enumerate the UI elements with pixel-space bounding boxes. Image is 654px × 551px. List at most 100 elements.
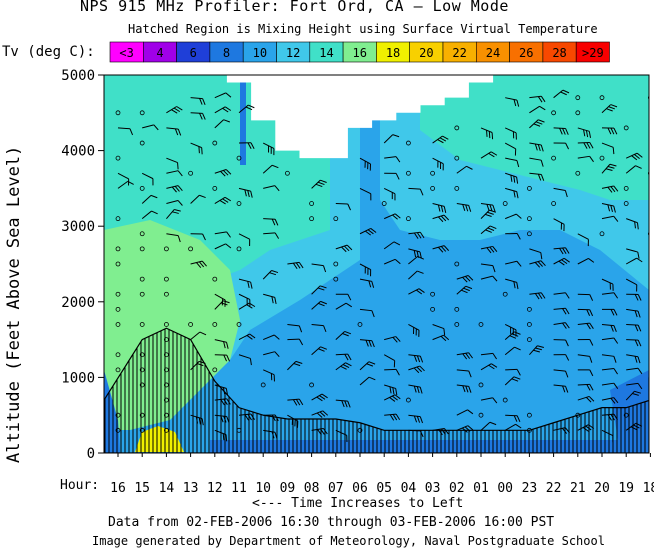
calm-marker	[648, 95, 649, 100]
wind-barb	[383, 134, 400, 144]
x-tick-label: 03	[425, 481, 441, 496]
wind-barb	[553, 89, 570, 99]
wind-barb	[311, 263, 327, 273]
wind-barb	[456, 409, 474, 416]
wind-barb	[238, 187, 253, 198]
calm-marker	[139, 231, 145, 237]
wind-barb	[529, 345, 544, 356]
wind-barb	[480, 397, 498, 404]
wind-barb	[238, 142, 255, 150]
x-tick-label: 23	[522, 481, 538, 496]
wind-barb	[601, 203, 616, 213]
wind-barb	[504, 376, 521, 386]
calm-marker	[236, 246, 242, 252]
wind-barb	[529, 248, 543, 260]
wind-barb	[214, 339, 229, 349]
wind-barb	[142, 124, 159, 131]
calm-marker	[527, 306, 532, 312]
wind-barb	[626, 367, 643, 375]
calm-marker	[527, 412, 532, 418]
wind-barb	[553, 257, 570, 266]
calm-marker	[236, 427, 242, 433]
x-tick-label: 21	[570, 481, 586, 496]
wind-barb	[529, 172, 545, 181]
wind-barb	[383, 394, 401, 402]
wind-barb	[311, 393, 328, 402]
wind-barb	[650, 292, 654, 300]
wind-barb	[456, 274, 474, 283]
wind-barb	[432, 427, 449, 436]
calm-marker	[115, 352, 121, 358]
wind-barb	[529, 157, 544, 167]
wind-barb	[505, 187, 519, 199]
wind-barb	[625, 152, 643, 161]
wind-barb	[335, 429, 348, 443]
wind-barb	[214, 196, 231, 205]
calm-marker	[575, 110, 581, 116]
calm-marker	[454, 261, 460, 267]
wind-barb	[650, 132, 654, 147]
calm-marker	[115, 291, 121, 297]
colorbar-bin-label: <3	[119, 46, 133, 60]
wind-barb	[480, 352, 498, 360]
wind-barb	[432, 214, 450, 223]
wind-barb	[529, 105, 546, 114]
wind-barb	[262, 369, 275, 382]
tv-8-column	[240, 75, 246, 165]
wind-barb	[480, 151, 498, 159]
wind-barb	[577, 395, 595, 403]
wind-barb	[384, 413, 401, 421]
wind-barb	[408, 270, 424, 280]
calm-marker	[163, 382, 169, 388]
wind-barb	[238, 293, 251, 307]
calm-marker	[163, 246, 169, 252]
wind-barb	[480, 421, 497, 431]
wind-barb	[214, 243, 232, 250]
calm-marker	[139, 110, 145, 116]
x-tick-label: 05	[376, 481, 392, 496]
calm-marker	[454, 155, 460, 161]
wind-barb	[650, 204, 654, 211]
wind-barb	[432, 334, 450, 342]
calm-marker	[527, 427, 532, 433]
wind-barb	[166, 170, 183, 177]
x-tick-label: 14	[159, 481, 175, 496]
wind-barb	[190, 112, 206, 120]
colorbar-bin-label: 24	[486, 46, 500, 60]
wind-barb	[577, 155, 594, 163]
calm-marker	[599, 95, 605, 101]
credit-text: Image generated by Department of Meteoro…	[92, 534, 605, 548]
calm-marker	[115, 367, 121, 373]
calm-marker	[502, 291, 508, 297]
wind-barb	[408, 354, 424, 363]
x-tick-label: 19	[618, 481, 634, 496]
wind-barb	[577, 293, 594, 301]
calm-marker	[333, 261, 339, 267]
wind-barb	[214, 119, 231, 129]
wind-barb	[650, 309, 654, 317]
wind-barb	[359, 263, 372, 277]
wind-barb	[456, 165, 473, 174]
wind-barb	[456, 352, 473, 360]
calm-marker	[623, 412, 629, 418]
x-tick-label: 15	[134, 481, 150, 496]
calm-marker	[139, 352, 145, 358]
wind-barb	[359, 157, 372, 171]
wind-barb	[408, 248, 422, 259]
y-tick-label: 2000	[61, 295, 95, 311]
calm-marker	[430, 291, 436, 297]
wind-barb	[384, 172, 400, 180]
calm-marker	[115, 261, 121, 267]
calm-marker	[405, 140, 411, 146]
wind-barb	[480, 363, 498, 371]
calm-marker	[139, 367, 145, 373]
wind-barb	[626, 323, 642, 332]
wind-barb	[504, 423, 522, 431]
calm-marker	[163, 291, 169, 297]
wind-barb	[625, 422, 643, 431]
wind-barb	[626, 293, 642, 301]
wind-barb	[408, 288, 425, 295]
wind-barb	[190, 260, 207, 268]
wind-barb	[625, 278, 638, 292]
calm-marker	[527, 185, 532, 191]
